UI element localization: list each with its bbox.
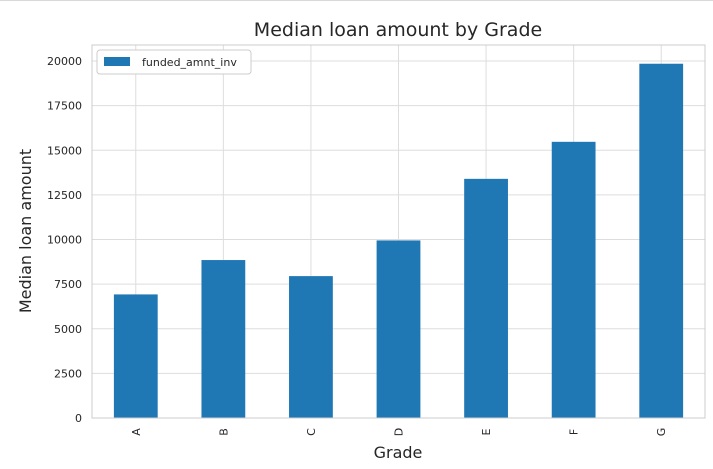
x-tick-label: A	[130, 428, 143, 436]
y-tick-labels: 0 2500 5000 7500 10000 12500 15000 17500 20000	[47, 55, 82, 425]
y-axis-title: Median loan amount	[16, 149, 35, 313]
bar-g	[639, 63, 684, 419]
legend-label: funded_amnt_inv	[142, 56, 237, 69]
y-tick-label: 10000	[47, 234, 82, 247]
bar-d	[376, 240, 421, 418]
x-axis-title: Grade	[374, 443, 423, 462]
x-tick-label: D	[393, 428, 406, 436]
y-tick-label: 2500	[54, 367, 82, 380]
x-tick-label: F	[568, 429, 581, 435]
plot-area	[91, 44, 706, 419]
legend: funded_amnt_inv	[96, 49, 252, 75]
y-tick-label: 0	[75, 412, 82, 425]
bar-e	[464, 178, 508, 418]
x-tick-label: B	[217, 428, 230, 436]
y-tick-label: 15000	[47, 144, 82, 157]
y-tick-label: 7500	[54, 278, 82, 291]
y-tick-label: 5000	[54, 323, 82, 336]
x-tick-label: E	[480, 428, 493, 435]
y-tick-label: 12500	[47, 189, 82, 202]
chart-title: Median loan amount by Grade	[254, 19, 542, 41]
bar-f	[551, 141, 596, 418]
x-tick-label: C	[305, 428, 318, 436]
x-tick-labels: A B C D E F G	[130, 428, 668, 437]
legend-box	[96, 49, 252, 75]
y-tick-label: 17500	[47, 100, 82, 113]
bar-b	[201, 260, 246, 418]
x-tick-label: G	[655, 428, 668, 437]
bar-a	[113, 294, 158, 418]
bars	[113, 63, 684, 419]
y-tick-label: 20000	[47, 55, 82, 68]
plot-frame	[91, 44, 706, 419]
legend-swatch	[104, 57, 130, 66]
bar-c	[289, 276, 333, 418]
